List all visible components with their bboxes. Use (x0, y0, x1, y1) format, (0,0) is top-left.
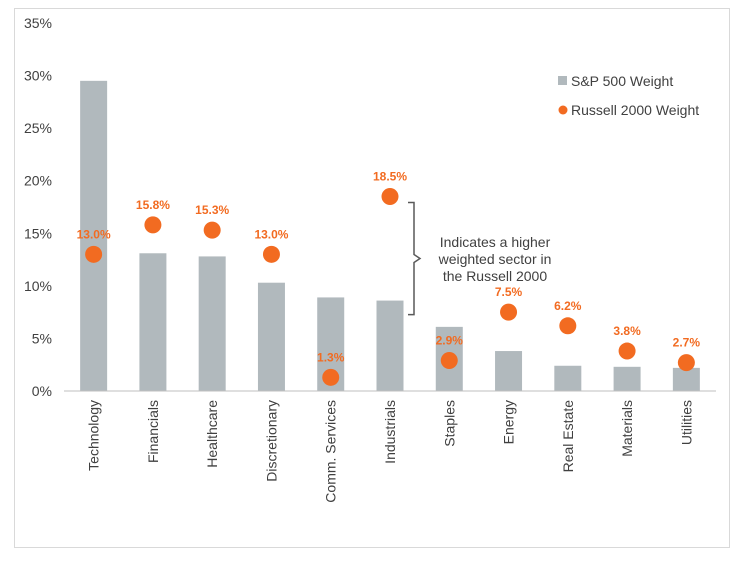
annotation-line-2: weighted sector in (438, 251, 552, 267)
data-label: 7.5% (495, 285, 523, 299)
bar-technology (80, 80, 108, 391)
dot-real-estate (559, 317, 577, 335)
y-tick-label: 35% (24, 15, 52, 31)
x-tick-label: Materials (619, 400, 635, 457)
dot-materials (618, 342, 636, 360)
data-label: 18.5% (373, 169, 407, 183)
x-tick-label: Financials (145, 400, 161, 463)
bar-financials (139, 253, 167, 391)
dot-technology (85, 245, 103, 263)
annotation-line-3: the Russell 2000 (443, 268, 548, 284)
legend-label-russell2000: Russell 2000 Weight (571, 102, 699, 118)
annotation-line-1: Indicates a higher (440, 234, 551, 250)
y-axis: 0% 5% 10% 15% 20% 25% 30% 35% (24, 15, 52, 399)
y-tick-label: 30% (24, 68, 52, 84)
x-tick-label: Technology (86, 400, 102, 471)
data-label: 15.3% (195, 203, 229, 217)
x-tick-label: Energy (501, 400, 517, 444)
data-label: 1.3% (317, 350, 345, 364)
y-tick-label: 0% (32, 383, 52, 399)
bar-discretionary (257, 282, 285, 391)
y-tick-label: 15% (24, 225, 52, 241)
data-label: 3.8% (613, 324, 641, 338)
dot-energy (500, 303, 518, 321)
chart-frame (14, 8, 730, 548)
dot-discretionary (262, 245, 280, 263)
data-labels: 13.0% 15.8% 15.3% 13.0% 1.3% 18.5% 2.9% 7.5% 6.2… (77, 169, 701, 364)
x-tick-label: Comm. Services (323, 400, 339, 503)
data-label: 2.7% (673, 336, 701, 350)
annotation-bracket (408, 201, 422, 316)
legend-swatch-russell2000 (558, 105, 568, 115)
x-tick-label: Staples (441, 400, 457, 447)
x-tick-label: Healthcare (204, 400, 220, 468)
dot-healthcare (203, 221, 221, 239)
y-tick-label: 20% (24, 173, 52, 189)
data-label: 13.0% (77, 227, 111, 241)
dot-financials (144, 216, 162, 234)
data-label: 6.2% (554, 299, 582, 313)
bar-materials (613, 366, 641, 391)
dot-industrials (381, 187, 399, 205)
bar-energy (495, 351, 523, 391)
y-tick-label: 10% (24, 278, 52, 294)
y-tick-label: 25% (24, 120, 52, 136)
legend: S&P 500 Weight Russell 2000 Weight (558, 73, 699, 118)
bar-industrials (376, 300, 404, 391)
data-label: 13.0% (254, 227, 288, 241)
x-axis-labels: Technology Financials Healthcare Discretion… (86, 400, 695, 503)
dot-utilities (677, 354, 695, 372)
bars (80, 80, 700, 391)
data-label: 2.9% (436, 334, 464, 348)
x-tick-label: Industrials (382, 400, 398, 464)
legend-label-sp500: S&P 500 Weight (571, 73, 673, 89)
bar-healthcare (198, 256, 226, 391)
x-tick-label: Utilities (678, 400, 694, 445)
legend-swatch-sp500 (558, 76, 567, 85)
dots (85, 187, 695, 386)
dot-comm-services (322, 368, 340, 386)
y-tick-label: 5% (32, 330, 52, 346)
dot-staples (440, 352, 458, 370)
x-tick-label: Discretionary (263, 400, 279, 482)
data-label: 15.8% (136, 198, 170, 212)
x-tick-label: Real Estate (560, 400, 576, 473)
bar-utilities (672, 367, 700, 391)
annotation: Indicates a higher weighted sector in th… (408, 201, 552, 316)
bar-real-estate (554, 365, 582, 391)
